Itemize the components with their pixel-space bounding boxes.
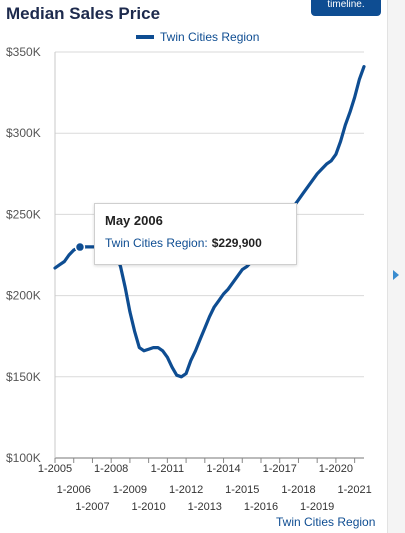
panel-edge [387,0,405,533]
y-tick-label: $300K [6,126,41,140]
x-tick-label: 1-2015 [225,484,259,496]
x-tick-label: 1-2012 [169,484,203,496]
x-tick-label: 1-2009 [113,484,147,496]
x-tick-label: 1-2011 [151,463,184,475]
y-tick-label: $150K [6,370,41,384]
x-tick-label: 1-2020 [319,463,353,475]
x-tick-label: 1-2006 [57,484,91,496]
y-tick-label: $100K [6,451,41,465]
x-tick-label: 1-2016 [244,501,278,513]
x-tick-label: 1-2013 [188,501,222,513]
x-tick-label: 1-2005 [38,463,72,475]
chart-title: Median Sales Price [6,4,161,23]
legend-label: Twin Cities Region [160,30,260,44]
x-tick-label: 1-2014 [206,463,240,475]
x-tick-label: 1-2018 [281,484,315,496]
x-tick-label: 1-2021 [338,484,372,496]
tooltip-series: Twin Cities Region: [105,236,208,250]
x-axis-series-label: Twin Cities Region [276,515,376,529]
tooltip-line: Twin Cities Region: $229,900 [105,236,286,250]
next-arrow-icon[interactable] [388,262,404,288]
x-tick-label: 1-2010 [132,501,166,513]
hover-marker [74,241,86,253]
y-tick-label: $200K [6,289,41,303]
y-tick-label: $250K [6,207,41,221]
tooltip-date: May 2006 [105,213,163,228]
line-chart[interactable]: $100K $150K $200K $250K $300K $350K 1-2005 1-20… [0,0,387,533]
legend[interactable]: Twin Cities Region [136,30,259,44]
y-tick-label: $350K [6,45,41,59]
timeline-button[interactable]: timeline. [311,0,381,16]
x-tick-label: 1-2007 [75,501,109,513]
x-tick-label: 1-2019 [300,501,334,513]
tooltip-value: $229,900 [211,236,262,250]
tooltip: May 2006 Twin Cities Region: $229,900 [94,203,297,265]
legend-swatch [136,35,154,39]
x-tick-label: 1-2008 [94,463,128,475]
x-tick-label: 1-2017 [263,463,297,475]
